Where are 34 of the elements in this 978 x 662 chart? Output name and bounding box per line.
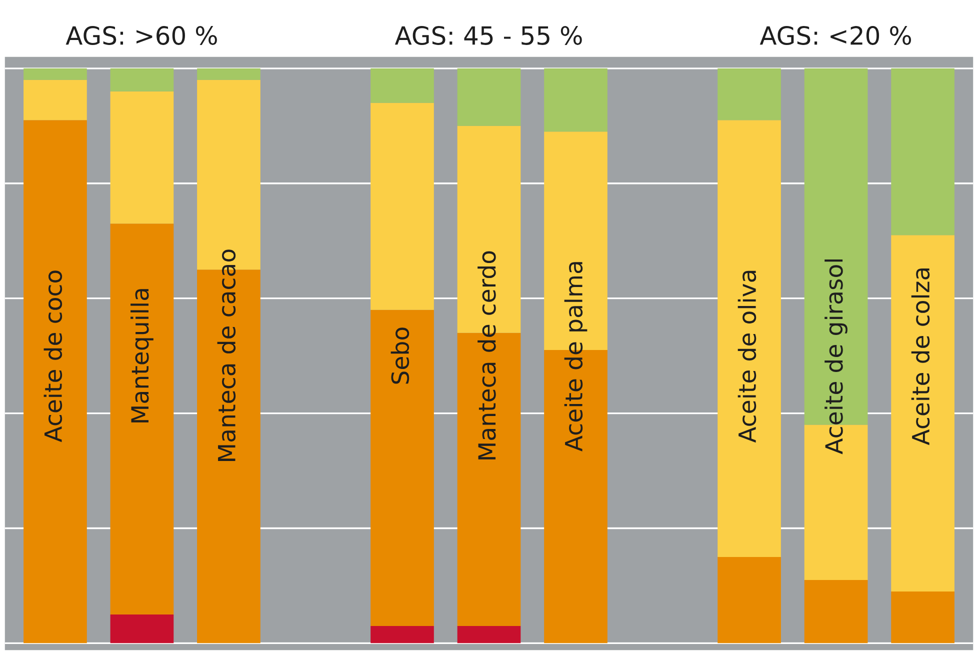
bar [544, 68, 608, 132]
x-tick-label: Aceite de girasol [824, 259, 848, 454]
bar [110, 614, 174, 644]
bar [718, 68, 781, 120]
bar [197, 68, 260, 80]
bar [804, 580, 868, 644]
bar [370, 68, 434, 103]
bar [110, 68, 174, 92]
text: AGS: >60 % [66, 26, 217, 45]
x-tick-label: Aceite de oliva [738, 270, 756, 443]
bar [457, 626, 521, 644]
x-tick-label: Aceite de colza [911, 268, 930, 446]
bar [370, 102, 434, 310]
bar [24, 68, 87, 80]
bar [370, 626, 434, 644]
bar [718, 556, 781, 644]
x-tick-label: Mantequilla [130, 289, 154, 422]
x-tick-label: Manteca de cacao [217, 250, 236, 461]
bar [891, 591, 954, 644]
x-tick-label: Sebo [390, 328, 410, 384]
bar [110, 224, 174, 614]
bar [24, 80, 87, 120]
x-tick-label: Aceite de coco [44, 270, 62, 442]
bar [718, 120, 781, 557]
bar [370, 310, 434, 626]
x-tick-label: Aceite de palma [564, 262, 588, 452]
bar [457, 68, 521, 126]
text: AGS: <20 % [760, 26, 912, 45]
bar [110, 91, 174, 224]
bar [891, 235, 954, 592]
text: AGS: 45 - 55 % [394, 26, 582, 45]
bar [24, 120, 87, 644]
x-tick-label: Manteca de cerdo [478, 251, 496, 460]
bar [891, 68, 954, 236]
